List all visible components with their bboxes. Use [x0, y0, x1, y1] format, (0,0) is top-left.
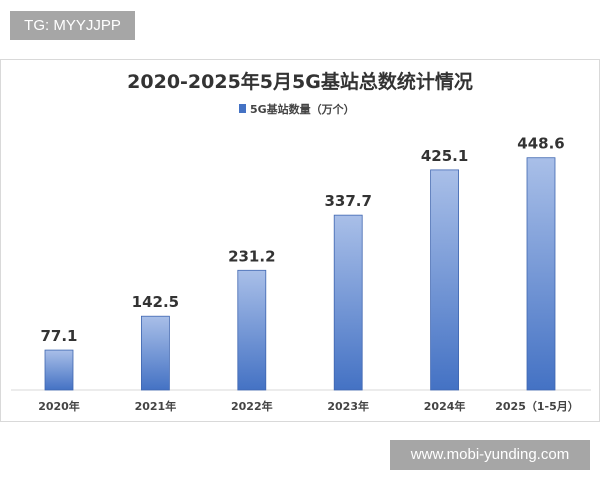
- chart-frame: [0, 59, 600, 422]
- legend-label: 5G基站数量（万个）: [250, 102, 355, 116]
- data-label: 448.6: [517, 135, 564, 153]
- bar: [430, 169, 460, 391]
- bar: [333, 214, 363, 391]
- bar: [44, 349, 74, 391]
- data-label: 231.2: [228, 247, 275, 265]
- x-tick-label: 2025（1-5月）: [495, 400, 579, 413]
- data-label: 425.1: [421, 147, 468, 165]
- data-label: 77.1: [40, 327, 77, 345]
- bar: [140, 315, 170, 391]
- x-tick-label: 2021年: [135, 399, 177, 413]
- x-tick-label: 2024年: [424, 399, 466, 413]
- bar: [237, 269, 267, 391]
- x-tick-label: 2020年: [38, 399, 80, 413]
- bar: [526, 157, 556, 391]
- x-tick-label: 2022年: [231, 399, 273, 413]
- legend-swatch: [239, 104, 246, 113]
- data-label: 142.5: [132, 293, 179, 311]
- watermark-site: www.mobi-yunding.com: [390, 440, 590, 470]
- x-tick-label: 2023年: [327, 399, 369, 413]
- chart-title: 2020-2025年5月5G基站总数统计情况: [127, 70, 473, 93]
- watermark-tag: TG: MYYJJPP: [10, 11, 135, 40]
- data-label: 337.7: [324, 192, 371, 210]
